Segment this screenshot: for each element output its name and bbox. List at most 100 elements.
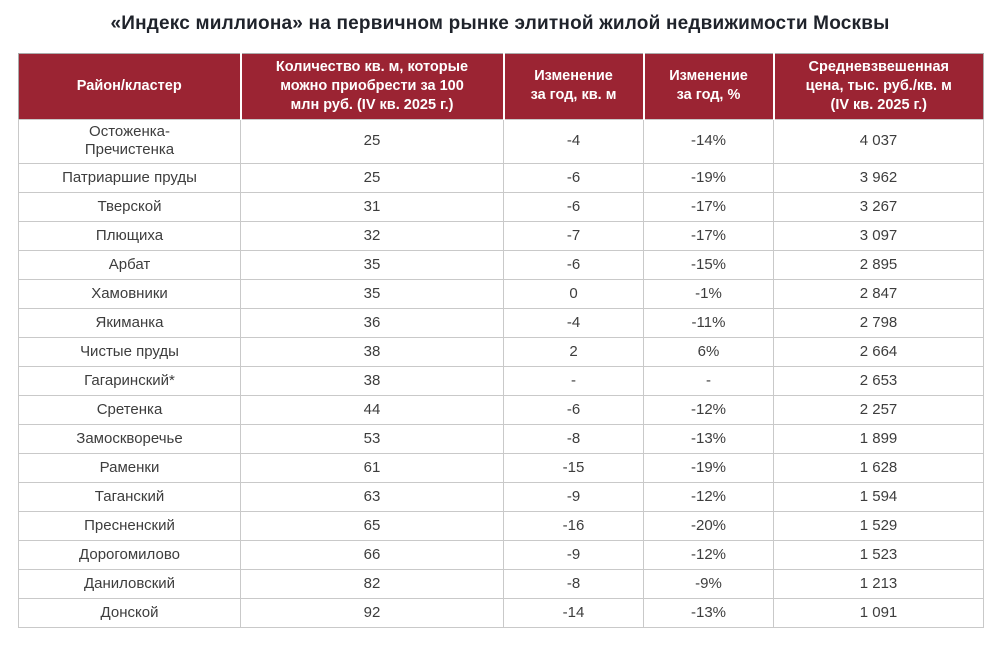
- cell-change-pct: -11%: [643, 308, 774, 339]
- table-row: Пресненский 65 -16 -20% 1 529: [18, 511, 984, 542]
- cell-qty: 63: [240, 482, 504, 513]
- cell-change-sqm: -9: [503, 482, 644, 513]
- cell-qty: 53: [240, 424, 504, 455]
- million-index-table: Район/кластер Количество кв. м, которые …: [18, 53, 984, 629]
- cell-qty: 38: [240, 366, 504, 397]
- cell-district: Чистые пруды: [18, 337, 241, 368]
- cell-district: Патриаршие пруды: [18, 163, 241, 194]
- cell-qty: 38: [240, 337, 504, 368]
- cell-district: Якиманка: [18, 308, 241, 339]
- cell-change-pct: -17%: [643, 192, 774, 223]
- cell-price: 2 798: [773, 308, 984, 339]
- cell-qty: 61: [240, 453, 504, 484]
- table-row: Дорогомилово 66 -9 -12% 1 523: [18, 540, 984, 571]
- cell-district: Тверской: [18, 192, 241, 223]
- cell-price: 1 213: [773, 569, 984, 600]
- cell-change-pct: -12%: [643, 540, 774, 571]
- table-row: Хамовники 35 0 -1% 2 847: [18, 279, 984, 310]
- cell-district: Донской: [18, 598, 241, 629]
- cell-qty: 35: [240, 250, 504, 281]
- cell-qty: 82: [240, 569, 504, 600]
- table-row: Гагаринский* 38- -2 653: [18, 366, 984, 397]
- table-row: Остоженка- Пречистенка 25 -4 -14% 4 037: [18, 118, 984, 165]
- cell-qty: 36: [240, 308, 504, 339]
- header-row: Район/кластер Количество кв. м, которые …: [18, 53, 984, 120]
- cell-change-sqm: -9: [503, 540, 644, 571]
- cell-price: 1 091: [773, 598, 984, 629]
- cell-price: 2 664: [773, 337, 984, 368]
- table-row: Патриаршие пруды 25 -6 -19% 3 962: [18, 163, 984, 194]
- table-row: Даниловский 82 -8 -9% 1 213: [18, 569, 984, 600]
- cell-change-pct: 6%: [643, 337, 774, 368]
- cell-change-sqm: -6: [503, 250, 644, 281]
- cell-change-sqm: -8: [503, 424, 644, 455]
- cell-change-sqm: -6: [503, 395, 644, 426]
- cell-change-sqm: -4: [503, 118, 644, 165]
- cell-price: 2 895: [773, 250, 984, 281]
- table-header: Район/кластер Количество кв. м, которые …: [18, 53, 984, 120]
- cell-change-pct: -12%: [643, 395, 774, 426]
- cell-district: Хамовники: [18, 279, 241, 310]
- cell-change-sqm: -: [503, 366, 644, 397]
- cell-change-pct: -9%: [643, 569, 774, 600]
- cell-price: 1 523: [773, 540, 984, 571]
- cell-change-sqm: -15: [503, 453, 644, 484]
- cell-qty: 44: [240, 395, 504, 426]
- cell-district: Таганский: [18, 482, 241, 513]
- column-header-change-pct: Изменение за год, %: [642, 53, 774, 120]
- table-row: Донской 92 -14 -13% 1 091: [18, 598, 984, 629]
- cell-change-sqm: -6: [503, 192, 644, 223]
- cell-change-pct: -1%: [643, 279, 774, 310]
- cell-district: Раменки: [18, 453, 241, 484]
- table-body: Остоженка- Пречистенка 25 -4 -14% 4 037 Патри…: [18, 118, 984, 629]
- cell-change-sqm: -4: [503, 308, 644, 339]
- cell-change-pct: -20%: [643, 511, 774, 542]
- cell-qty: 25: [240, 118, 504, 165]
- cell-district: Сретенка: [18, 395, 241, 426]
- cell-change-pct: -17%: [643, 221, 774, 252]
- cell-qty: 32: [240, 221, 504, 252]
- table-row: Раменки 61 -15 -19% 1 628: [18, 453, 984, 484]
- cell-change-pct: -: [643, 366, 774, 397]
- cell-price: 1 628: [773, 453, 984, 484]
- table-row: Тверской 31 -6 -17% 3 267: [18, 192, 984, 223]
- cell-qty: 66: [240, 540, 504, 571]
- cell-change-pct: -19%: [643, 163, 774, 194]
- column-header-change-sqm: Изменение за год, кв. м: [502, 53, 644, 120]
- table-row: Плющиха 32 -7 -17% 3 097: [18, 221, 984, 252]
- column-header-qty: Количество кв. м, которые можно приобрес…: [239, 53, 504, 120]
- cell-price: 4 037: [773, 118, 984, 165]
- table-row: Чистые пруды 38 2 6% 2 664: [18, 337, 984, 368]
- cell-qty: 92: [240, 598, 504, 629]
- cell-price: 2 847: [773, 279, 984, 310]
- table-row: Сретенка 44 -6 -12% 2 257: [18, 395, 984, 426]
- cell-change-pct: -12%: [643, 482, 774, 513]
- cell-district: Дорогомилово: [18, 540, 241, 571]
- cell-change-sqm: -8: [503, 569, 644, 600]
- cell-district: Арбат: [18, 250, 241, 281]
- cell-qty: 65: [240, 511, 504, 542]
- cell-change-pct: -13%: [643, 598, 774, 629]
- cell-price: 3 267: [773, 192, 984, 223]
- cell-price: 2 257: [773, 395, 984, 426]
- cell-price: 1 529: [773, 511, 984, 542]
- cell-qty: 31: [240, 192, 504, 223]
- cell-change-sqm: 2: [503, 337, 644, 368]
- cell-qty: 25: [240, 163, 504, 194]
- cell-district: Гагаринский*: [18, 366, 241, 397]
- cell-change-sqm: -7: [503, 221, 644, 252]
- cell-change-sqm: 0: [503, 279, 644, 310]
- cell-price: 3 962: [773, 163, 984, 194]
- cell-district: Остоженка- Пречистенка: [18, 118, 241, 165]
- table-row: Таганский 63 -9 -12% 1 594: [18, 482, 984, 513]
- table-row: Арбат 35 -6 -15% 2 895: [18, 250, 984, 281]
- table-row: Замоскворечье 53 -8 -13% 1 899: [18, 424, 984, 455]
- cell-district: Замоскворечье: [18, 424, 241, 455]
- cell-change-pct: -19%: [643, 453, 774, 484]
- cell-price: 1 594: [773, 482, 984, 513]
- cell-price: 3 097: [773, 221, 984, 252]
- cell-change-sqm: -6: [503, 163, 644, 194]
- cell-price: 1 899: [773, 424, 984, 455]
- table-row: Якиманка 36 -4 -11% 2 798: [18, 308, 984, 339]
